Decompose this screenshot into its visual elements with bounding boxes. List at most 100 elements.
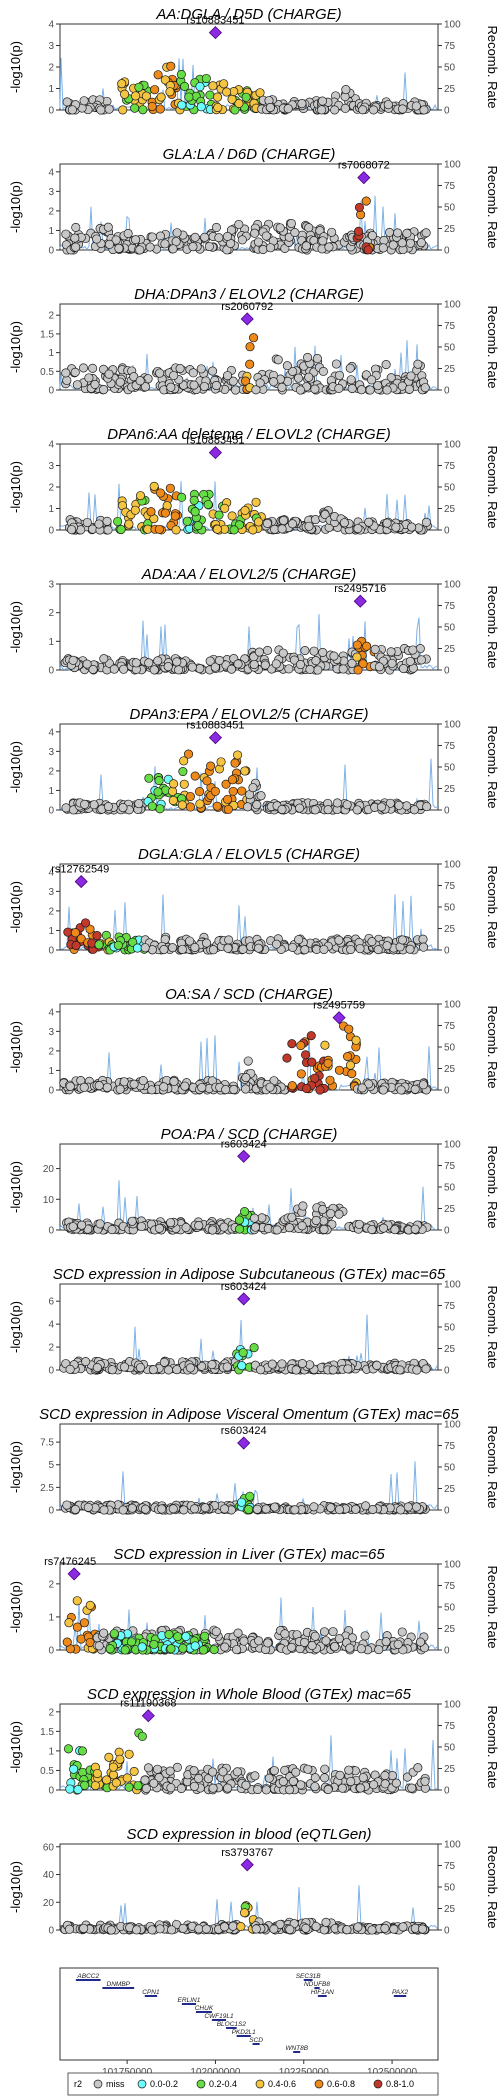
y-tick-label: 4 (48, 167, 54, 178)
snp-point (163, 1365, 174, 1375)
snp-point (198, 1645, 209, 1655)
snp-point (104, 369, 114, 379)
snp-point (269, 1766, 279, 1776)
snp-point (149, 665, 159, 675)
snp-point (297, 1221, 307, 1231)
snp-point (106, 1925, 116, 1935)
snp-point (233, 750, 243, 760)
snp-point (270, 1502, 280, 1512)
snp-point (124, 1782, 134, 1792)
snp-point (223, 804, 233, 814)
snp-point (304, 521, 314, 531)
snp-point (249, 333, 259, 343)
panel-7: DGLA:GLA / ELOVL5 (CHARGE)01234025507510… (8, 846, 500, 957)
snp-point (245, 342, 255, 352)
y2-tick-label: 50 (444, 203, 456, 214)
y-axis-label: -log10(p) (8, 1721, 23, 1773)
snp-point (357, 1083, 367, 1093)
snp-point (307, 1057, 317, 1067)
snp-point (88, 363, 98, 373)
snp-point (332, 798, 342, 808)
snp-point (62, 1500, 72, 1510)
snp-point (188, 368, 198, 378)
snp-point (68, 655, 78, 665)
y-tick-label: 3 (48, 41, 54, 52)
y-axis-label: -log10(p) (8, 1161, 23, 1213)
snp-point (105, 1644, 115, 1654)
snp-point (287, 1212, 297, 1222)
snp-point (156, 92, 166, 102)
panel-title: DGLA:GLA / ELOVL5 (CHARGE) (138, 846, 360, 863)
snp-point (287, 1039, 297, 1049)
y-tick-label: 1 (48, 786, 54, 797)
snp-point (345, 1643, 355, 1653)
snp-point (355, 1783, 365, 1793)
snp-point (223, 1783, 233, 1793)
snp-point (248, 525, 258, 535)
snp-point (325, 1075, 335, 1085)
y-tick-label: 1 (48, 637, 54, 648)
snp-point (337, 1783, 347, 1793)
y2-tick-label: 25 (444, 504, 456, 515)
snp-point (214, 233, 224, 243)
snp-point (421, 517, 431, 527)
legend-label: 0.6-0.8 (327, 2079, 355, 2089)
gene-label: CWF19L1 (204, 2013, 234, 2020)
y2-axis-label: Recomb. Rate (485, 725, 500, 808)
snp-point (80, 799, 90, 809)
snp-point (68, 1222, 78, 1232)
snp-point (195, 787, 205, 797)
y2-axis-label: Recomb. Rate (485, 1425, 500, 1508)
snp-point (285, 1223, 295, 1233)
snp-point (331, 359, 341, 369)
snp-point (340, 103, 350, 113)
snp-point (235, 1224, 245, 1234)
snp-point (82, 517, 92, 528)
snp-point (168, 244, 178, 254)
y2-tick-label: 25 (444, 924, 456, 935)
y2-tick-label: 25 (444, 1904, 456, 1915)
snp-point (379, 1223, 389, 1233)
y2-tick-label: 0 (444, 1786, 450, 1797)
snp-point (249, 1213, 259, 1223)
snp-point (212, 801, 222, 811)
panel-5: ADA:AA / ELOVL2/5 (CHARGE) 0 1 2 3 0 25 50 75 100… (8, 566, 500, 677)
y2-tick-label: 0 (444, 386, 450, 397)
snp-point (398, 664, 409, 674)
panel-title: DPAn6:AA deleteme / ELOVL2 (CHARGE) (107, 426, 390, 443)
snp-point (103, 802, 113, 812)
snp-point (241, 1780, 251, 1790)
snp-point (301, 1923, 311, 1933)
snp-point (61, 229, 71, 239)
snp-point (155, 804, 165, 814)
snp-point (303, 1764, 313, 1774)
y2-tick-label: 50 (444, 1883, 456, 1894)
y2-tick-label: 100 (444, 1420, 461, 1431)
snp-point (389, 1924, 399, 1934)
snp-point (365, 385, 375, 395)
y2-tick-label: 50 (444, 1743, 456, 1754)
snp-point (211, 222, 221, 233)
y-axis-label: -log10(p) (8, 461, 23, 513)
snp-point (219, 79, 229, 89)
snp-point (99, 385, 109, 395)
snp-point (300, 945, 310, 955)
snp-point (391, 1778, 401, 1788)
snp-point (166, 61, 176, 71)
y-tick-label: 6 (48, 1297, 54, 1308)
y-tick-label: 3 (48, 887, 54, 898)
snp-point (193, 521, 203, 531)
snp-point (361, 196, 371, 206)
snp-point (185, 791, 195, 802)
snp-point (237, 786, 247, 796)
y2-axis-label: Recomb. Rate (485, 1845, 500, 1928)
y2-tick-label: 100 (444, 720, 461, 731)
snp-point (157, 1504, 167, 1514)
snp-point (334, 1065, 344, 1075)
snp-point (410, 1224, 420, 1234)
snp-point (319, 944, 329, 955)
snp-point (250, 1222, 261, 1232)
y-tick-label: 1 (48, 504, 54, 515)
snp-point (306, 1031, 316, 1041)
y2-tick-label: 50 (444, 903, 456, 914)
